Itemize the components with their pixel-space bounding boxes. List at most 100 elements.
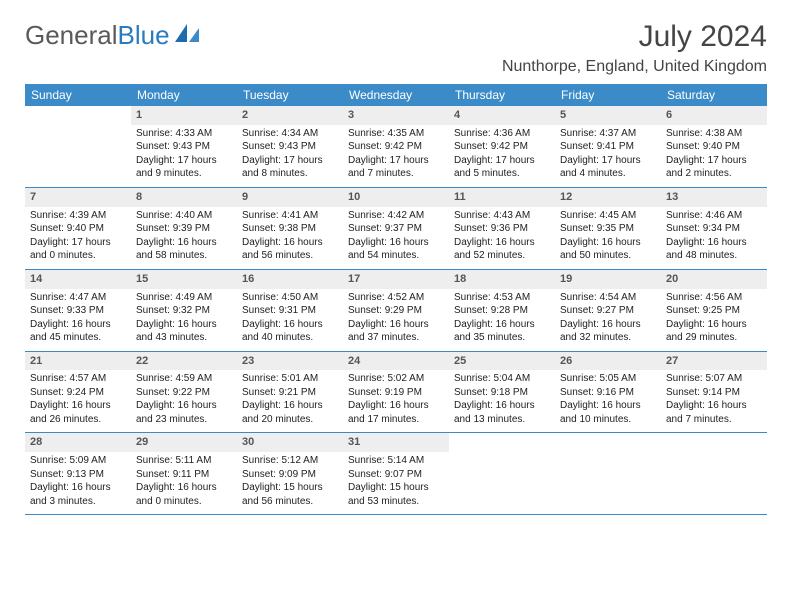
sunset-text: Sunset: 9:39 PM xyxy=(136,222,232,236)
daylight-text: Daylight: 16 hours and 0 minutes. xyxy=(136,481,232,508)
week-row: 1Sunrise: 4:33 AMSunset: 9:43 PMDaylight… xyxy=(25,106,767,188)
sunrise-text: Sunrise: 4:41 AM xyxy=(242,209,338,223)
week-row: 7Sunrise: 4:39 AMSunset: 9:40 PMDaylight… xyxy=(25,188,767,270)
day-header-cell: Tuesday xyxy=(237,84,343,106)
daylight-text: Daylight: 16 hours and 50 minutes. xyxy=(560,236,656,263)
sunset-text: Sunset: 9:14 PM xyxy=(666,386,762,400)
day-content: Sunrise: 4:43 AMSunset: 9:36 PMDaylight:… xyxy=(449,207,555,269)
day-cell: 11Sunrise: 4:43 AMSunset: 9:36 PMDayligh… xyxy=(449,188,555,269)
daylight-text: Daylight: 16 hours and 54 minutes. xyxy=(348,236,444,263)
day-number: 5 xyxy=(555,106,661,125)
day-number: 4 xyxy=(449,106,555,125)
day-header-cell: Sunday xyxy=(25,84,131,106)
day-cell: 8Sunrise: 4:40 AMSunset: 9:39 PMDaylight… xyxy=(131,188,237,269)
day-number: 20 xyxy=(661,270,767,289)
sunrise-text: Sunrise: 5:04 AM xyxy=(454,372,550,386)
sunset-text: Sunset: 9:38 PM xyxy=(242,222,338,236)
sunset-text: Sunset: 9:28 PM xyxy=(454,304,550,318)
daylight-text: Daylight: 16 hours and 48 minutes. xyxy=(666,236,762,263)
day-cell: 22Sunrise: 4:59 AMSunset: 9:22 PMDayligh… xyxy=(131,352,237,433)
sunset-text: Sunset: 9:42 PM xyxy=(348,140,444,154)
day-content: Sunrise: 4:36 AMSunset: 9:42 PMDaylight:… xyxy=(449,125,555,187)
day-cell: 18Sunrise: 4:53 AMSunset: 9:28 PMDayligh… xyxy=(449,270,555,351)
sunset-text: Sunset: 9:22 PM xyxy=(136,386,232,400)
sunset-text: Sunset: 9:32 PM xyxy=(136,304,232,318)
day-number: 27 xyxy=(661,352,767,371)
day-number: 13 xyxy=(661,188,767,207)
logo: GeneralBlue xyxy=(25,20,201,51)
daylight-text: Daylight: 16 hours and 32 minutes. xyxy=(560,318,656,345)
title-area: July 2024 Nunthorpe, England, United Kin… xyxy=(502,20,767,76)
daylight-text: Daylight: 15 hours and 53 minutes. xyxy=(348,481,444,508)
sunset-text: Sunset: 9:36 PM xyxy=(454,222,550,236)
sunrise-text: Sunrise: 4:45 AM xyxy=(560,209,656,223)
sunrise-text: Sunrise: 4:50 AM xyxy=(242,291,338,305)
day-cell: 28Sunrise: 5:09 AMSunset: 9:13 PMDayligh… xyxy=(25,433,131,514)
logo-text-1: General xyxy=(25,20,118,51)
logo-sail-icon xyxy=(173,20,201,51)
day-content: Sunrise: 4:40 AMSunset: 9:39 PMDaylight:… xyxy=(131,207,237,269)
sunset-text: Sunset: 9:42 PM xyxy=(454,140,550,154)
day-cell: 10Sunrise: 4:42 AMSunset: 9:37 PMDayligh… xyxy=(343,188,449,269)
day-number: 31 xyxy=(343,433,449,452)
day-content: Sunrise: 5:12 AMSunset: 9:09 PMDaylight:… xyxy=(237,452,343,514)
month-title: July 2024 xyxy=(502,20,767,54)
sunset-text: Sunset: 9:29 PM xyxy=(348,304,444,318)
sunset-text: Sunset: 9:09 PM xyxy=(242,468,338,482)
day-cell: 21Sunrise: 4:57 AMSunset: 9:24 PMDayligh… xyxy=(25,352,131,433)
day-cell: 30Sunrise: 5:12 AMSunset: 9:09 PMDayligh… xyxy=(237,433,343,514)
day-number: 24 xyxy=(343,352,449,371)
day-content: Sunrise: 4:57 AMSunset: 9:24 PMDaylight:… xyxy=(25,370,131,432)
day-cell xyxy=(555,433,661,514)
sunset-text: Sunset: 9:11 PM xyxy=(136,468,232,482)
sunrise-text: Sunrise: 4:40 AM xyxy=(136,209,232,223)
sunset-text: Sunset: 9:33 PM xyxy=(30,304,126,318)
day-content: Sunrise: 5:11 AMSunset: 9:11 PMDaylight:… xyxy=(131,452,237,514)
day-number: 11 xyxy=(449,188,555,207)
day-cell: 25Sunrise: 5:04 AMSunset: 9:18 PMDayligh… xyxy=(449,352,555,433)
daylight-text: Daylight: 16 hours and 58 minutes. xyxy=(136,236,232,263)
daylight-text: Daylight: 17 hours and 9 minutes. xyxy=(136,154,232,181)
day-cell: 9Sunrise: 4:41 AMSunset: 9:38 PMDaylight… xyxy=(237,188,343,269)
location-subtitle: Nunthorpe, England, United Kingdom xyxy=(502,58,767,76)
daylight-text: Daylight: 16 hours and 20 minutes. xyxy=(242,399,338,426)
day-content: Sunrise: 4:50 AMSunset: 9:31 PMDaylight:… xyxy=(237,289,343,351)
day-cell: 13Sunrise: 4:46 AMSunset: 9:34 PMDayligh… xyxy=(661,188,767,269)
day-number: 2 xyxy=(237,106,343,125)
sunset-text: Sunset: 9:25 PM xyxy=(666,304,762,318)
day-content: Sunrise: 4:45 AMSunset: 9:35 PMDaylight:… xyxy=(555,207,661,269)
day-content: Sunrise: 4:37 AMSunset: 9:41 PMDaylight:… xyxy=(555,125,661,187)
sunrise-text: Sunrise: 4:37 AM xyxy=(560,127,656,141)
day-content: Sunrise: 5:04 AMSunset: 9:18 PMDaylight:… xyxy=(449,370,555,432)
day-cell: 1Sunrise: 4:33 AMSunset: 9:43 PMDaylight… xyxy=(131,106,237,187)
daylight-text: Daylight: 16 hours and 17 minutes. xyxy=(348,399,444,426)
day-cell: 19Sunrise: 4:54 AMSunset: 9:27 PMDayligh… xyxy=(555,270,661,351)
sunset-text: Sunset: 9:19 PM xyxy=(348,386,444,400)
day-number: 9 xyxy=(237,188,343,207)
sunset-text: Sunset: 9:27 PM xyxy=(560,304,656,318)
sunrise-text: Sunrise: 4:49 AM xyxy=(136,291,232,305)
daylight-text: Daylight: 16 hours and 56 minutes. xyxy=(242,236,338,263)
sunrise-text: Sunrise: 4:47 AM xyxy=(30,291,126,305)
sunrise-text: Sunrise: 4:43 AM xyxy=(454,209,550,223)
day-content: Sunrise: 4:56 AMSunset: 9:25 PMDaylight:… xyxy=(661,289,767,351)
sunset-text: Sunset: 9:43 PM xyxy=(136,140,232,154)
sunset-text: Sunset: 9:16 PM xyxy=(560,386,656,400)
sunrise-text: Sunrise: 4:39 AM xyxy=(30,209,126,223)
day-content: Sunrise: 4:39 AMSunset: 9:40 PMDaylight:… xyxy=(25,207,131,269)
daylight-text: Daylight: 16 hours and 40 minutes. xyxy=(242,318,338,345)
day-cell: 12Sunrise: 4:45 AMSunset: 9:35 PMDayligh… xyxy=(555,188,661,269)
sunrise-text: Sunrise: 4:46 AM xyxy=(666,209,762,223)
sunrise-text: Sunrise: 4:34 AM xyxy=(242,127,338,141)
day-number: 7 xyxy=(25,188,131,207)
sunrise-text: Sunrise: 5:02 AM xyxy=(348,372,444,386)
daylight-text: Daylight: 17 hours and 0 minutes. xyxy=(30,236,126,263)
day-content: Sunrise: 4:41 AMSunset: 9:38 PMDaylight:… xyxy=(237,207,343,269)
day-number: 3 xyxy=(343,106,449,125)
day-content: Sunrise: 5:09 AMSunset: 9:13 PMDaylight:… xyxy=(25,452,131,514)
sunrise-text: Sunrise: 4:59 AM xyxy=(136,372,232,386)
day-content: Sunrise: 5:07 AMSunset: 9:14 PMDaylight:… xyxy=(661,370,767,432)
daylight-text: Daylight: 16 hours and 7 minutes. xyxy=(666,399,762,426)
day-number: 16 xyxy=(237,270,343,289)
day-content: Sunrise: 5:05 AMSunset: 9:16 PMDaylight:… xyxy=(555,370,661,432)
